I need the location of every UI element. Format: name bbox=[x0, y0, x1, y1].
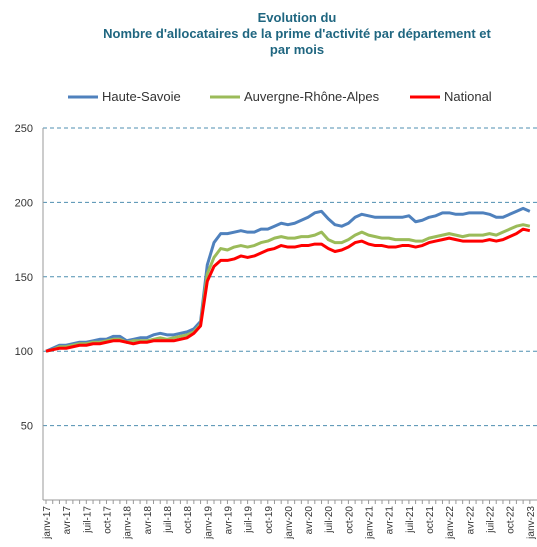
x-tick-label: juil-20 bbox=[324, 506, 335, 534]
y-tick-label: 50 bbox=[21, 421, 33, 433]
y-tick-label: 150 bbox=[15, 272, 33, 284]
x-tick-label: avr-18 bbox=[143, 506, 154, 535]
x-tick-label: janv-18 bbox=[123, 506, 134, 540]
x-tick-label: janv-21 bbox=[365, 506, 376, 540]
x-tick-label: janv-20 bbox=[284, 506, 295, 540]
chart-title: Nombre d'allocataires de la prime d'acti… bbox=[103, 26, 491, 41]
line bbox=[45, 227, 531, 353]
x-tick-label: janv-19 bbox=[203, 506, 214, 540]
chart-title: par mois bbox=[270, 42, 324, 57]
x-tick-label: oct-21 bbox=[425, 506, 436, 534]
x-tick-label: juil-18 bbox=[163, 506, 174, 534]
y-tick-label: 100 bbox=[15, 346, 33, 358]
x-tick-label: juil-19 bbox=[244, 506, 255, 534]
y-tick-label: 200 bbox=[15, 197, 33, 209]
x-tick-label: juil-17 bbox=[82, 506, 93, 534]
x-tick-label: avr-20 bbox=[304, 506, 315, 535]
x-tick-label: oct-19 bbox=[264, 506, 275, 534]
x-tick-label: avr-19 bbox=[223, 506, 234, 535]
x-tick-label: janv-23 bbox=[526, 506, 537, 540]
legend-label: National bbox=[444, 89, 492, 104]
chart-title: Evolution du bbox=[258, 10, 337, 25]
x-tick-label: janv-17 bbox=[42, 506, 53, 540]
legend-label: Auvergne-Rhône-Alpes bbox=[244, 89, 380, 104]
x-tick-label: juil-21 bbox=[405, 506, 416, 534]
x-tick-label: avr-22 bbox=[465, 506, 476, 535]
x-tick-label: oct-20 bbox=[344, 506, 355, 534]
legend-label: Haute-Savoie bbox=[102, 89, 181, 104]
line bbox=[45, 206, 531, 353]
x-tick-label: oct-22 bbox=[506, 506, 517, 534]
line bbox=[45, 223, 531, 353]
x-tick-label: oct-17 bbox=[102, 506, 113, 534]
x-tick-label: juil-22 bbox=[486, 506, 497, 534]
y-tick-label: 250 bbox=[15, 123, 33, 135]
x-tick-label: avr-21 bbox=[385, 506, 396, 535]
x-tick-label: janv-22 bbox=[445, 506, 456, 540]
x-tick-label: avr-17 bbox=[62, 506, 73, 535]
x-tick-label: oct-18 bbox=[183, 506, 194, 534]
